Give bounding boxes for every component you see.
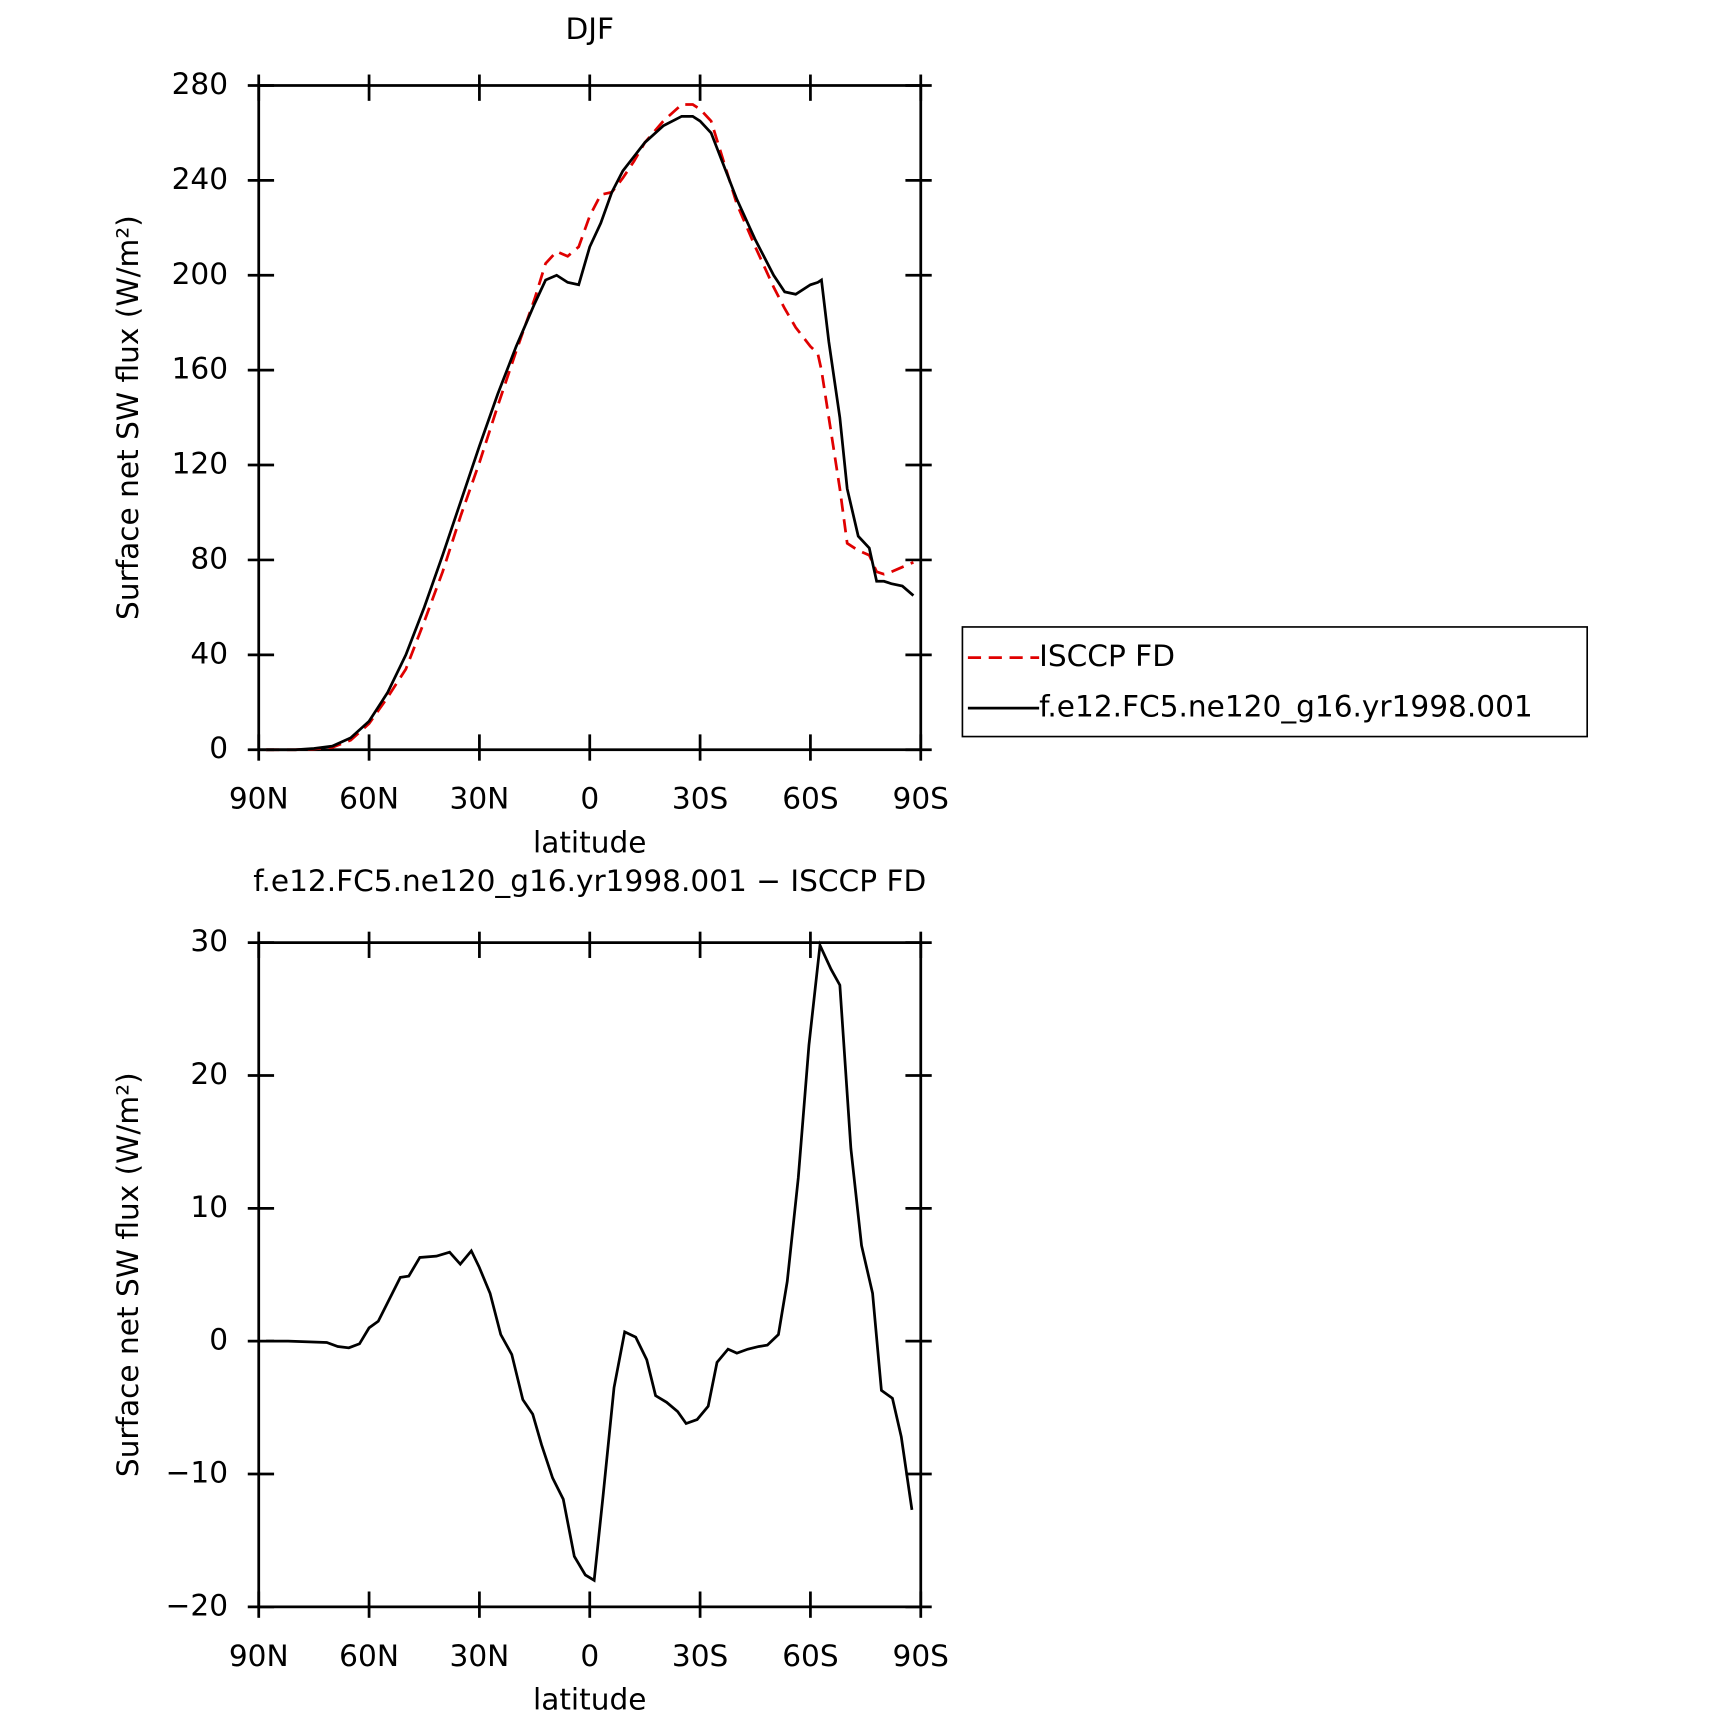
- legend-label: ISCCP FD: [1039, 639, 1175, 673]
- x-axis-label: latitude: [533, 825, 646, 859]
- y-tick-label: 20: [190, 1057, 228, 1091]
- x-tick-label: 30S: [672, 782, 728, 816]
- x-tick-label: 90N: [229, 1639, 289, 1673]
- data-line: [266, 103, 914, 752]
- y-tick-label: 0: [209, 1323, 228, 1357]
- y-tick-label: 160: [172, 352, 228, 386]
- y-tick-label: 40: [190, 636, 228, 670]
- x-tick-label: 90S: [893, 782, 949, 816]
- data-line: [266, 114, 915, 752]
- y-tick-label: 30: [190, 924, 228, 958]
- y-axis-label: Surface net SW flux (W/m²): [111, 215, 145, 620]
- y-tick-label: 10: [190, 1190, 228, 1224]
- x-tick-label: 0: [580, 782, 599, 816]
- y-tick-label: 80: [190, 541, 228, 575]
- x-tick-label: 0: [580, 1639, 599, 1673]
- x-axis-label: latitude: [533, 1683, 646, 1717]
- data-line: [266, 940, 914, 1583]
- chart-title: f.e12.FC5.ne120_g16.yr1998.001 − ISCCP F…: [253, 864, 926, 898]
- x-tick-label: 90N: [229, 782, 289, 816]
- y-tick-label: 280: [172, 67, 228, 101]
- chart-title: DJF: [565, 12, 614, 46]
- y-tick-label: −20: [166, 1588, 228, 1622]
- x-tick-label: 60N: [339, 1639, 399, 1673]
- y-tick-label: −10: [166, 1456, 228, 1490]
- y-tick-label: 0: [209, 731, 228, 765]
- legend-label: f.e12.FC5.ne120_g16.yr1998.001: [1039, 690, 1533, 724]
- x-tick-label: 60S: [782, 782, 838, 816]
- y-tick-label: 240: [172, 162, 228, 196]
- x-tick-label: 30N: [450, 1639, 510, 1673]
- x-tick-label: 60N: [339, 782, 399, 816]
- plot-frame: [257, 941, 923, 1609]
- x-tick-label: 60S: [782, 1639, 838, 1673]
- y-tick-label: 120: [172, 447, 228, 481]
- x-tick-label: 30S: [672, 1639, 728, 1673]
- x-tick-label: 30N: [450, 782, 510, 816]
- plot-frame: [257, 84, 923, 752]
- y-tick-label: 200: [172, 257, 228, 291]
- x-tick-label: 90S: [893, 1639, 949, 1673]
- y-axis-label: Surface net SW flux (W/m²): [111, 1072, 145, 1477]
- legend-box: [961, 626, 1589, 738]
